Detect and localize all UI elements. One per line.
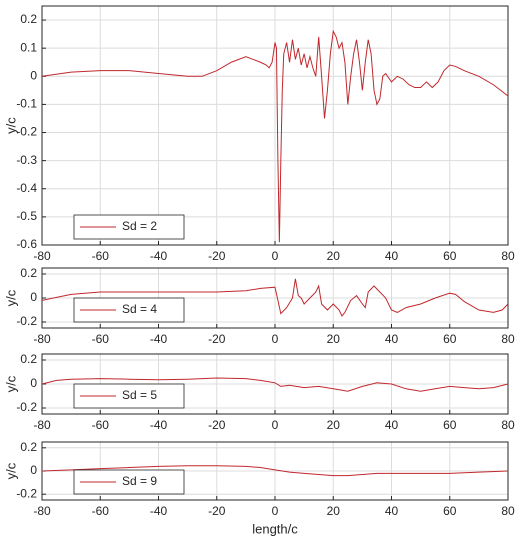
x-tick-label: -80 bbox=[33, 418, 51, 432]
x-tick-label: -60 bbox=[92, 418, 110, 432]
y-tick-label: -0.2 bbox=[16, 486, 37, 500]
y-tick-label: -0.3 bbox=[16, 153, 37, 167]
axes-frame bbox=[41, 5, 509, 246]
x-tick-label: -60 bbox=[92, 332, 110, 346]
y-tick-label: -0.2 bbox=[16, 125, 37, 139]
x-tick-label: -20 bbox=[208, 418, 226, 432]
y-tick-label: 0.2 bbox=[20, 266, 37, 280]
legend-label: Sd = 2 bbox=[122, 219, 157, 233]
y-tick-label: 0 bbox=[30, 463, 37, 477]
legend-label: Sd = 5 bbox=[122, 388, 157, 402]
data-line bbox=[41, 377, 509, 392]
x-tick-label: 80 bbox=[501, 504, 515, 518]
y-tick-label: 0.1 bbox=[20, 40, 37, 54]
x-tick-label: 0 bbox=[272, 332, 279, 346]
x-tick-label: -80 bbox=[33, 504, 51, 518]
x-tick-label: 60 bbox=[443, 332, 457, 346]
x-tick-label: 80 bbox=[501, 418, 515, 432]
y-axis-label: y/c bbox=[3, 375, 18, 392]
data-line bbox=[41, 29, 509, 243]
data-line bbox=[41, 465, 509, 477]
data-line bbox=[41, 278, 509, 317]
legend-label: Sd = 9 bbox=[122, 474, 157, 488]
x-tick-label: -20 bbox=[208, 332, 226, 346]
x-tick-label: -80 bbox=[33, 332, 51, 346]
x-tick-label: 20 bbox=[327, 418, 341, 432]
x-tick-label: 60 bbox=[443, 249, 457, 263]
x-tick-label: 40 bbox=[385, 504, 399, 518]
x-tick-label: 40 bbox=[385, 418, 399, 432]
x-tick-label: 0 bbox=[272, 249, 279, 263]
x-tick-label: -40 bbox=[150, 249, 168, 263]
y-tick-label: -0.2 bbox=[16, 314, 37, 328]
x-tick-label: 80 bbox=[501, 249, 515, 263]
y-tick-label: 0.2 bbox=[20, 440, 37, 454]
x-tick-label: -60 bbox=[92, 249, 110, 263]
y-tick-label: 0.2 bbox=[20, 352, 37, 366]
y-tick-label: 0 bbox=[30, 376, 37, 390]
x-tick-label: 60 bbox=[443, 418, 457, 432]
legend-label: Sd = 4 bbox=[122, 302, 157, 316]
y-tick-label: -0.2 bbox=[16, 400, 37, 414]
x-axis-label: length/c bbox=[252, 521, 298, 536]
x-tick-label: 0 bbox=[272, 504, 279, 518]
y-axis-label: y/c bbox=[3, 462, 18, 479]
x-tick-label: -40 bbox=[150, 332, 168, 346]
x-tick-label: 60 bbox=[443, 504, 457, 518]
x-tick-label: 40 bbox=[385, 332, 399, 346]
x-tick-label: -20 bbox=[208, 249, 226, 263]
y-tick-label: -0.4 bbox=[16, 181, 37, 195]
y-tick-label: -0.1 bbox=[16, 97, 37, 111]
x-tick-label: 40 bbox=[385, 249, 399, 263]
x-tick-label: 80 bbox=[501, 332, 515, 346]
x-tick-label: 20 bbox=[327, 249, 341, 263]
y-tick-label: -0.5 bbox=[16, 209, 37, 223]
x-tick-label: -40 bbox=[150, 418, 168, 432]
y-tick-label: -0.6 bbox=[16, 237, 37, 251]
y-tick-label: 0 bbox=[30, 290, 37, 304]
y-axis-label: y/c bbox=[3, 289, 18, 306]
x-tick-label: -20 bbox=[208, 504, 226, 518]
x-tick-label: -40 bbox=[150, 504, 168, 518]
y-axis-label: y/c bbox=[3, 117, 18, 134]
x-tick-label: 0 bbox=[272, 418, 279, 432]
x-tick-label: 20 bbox=[327, 504, 341, 518]
y-tick-label: 0 bbox=[30, 68, 37, 82]
axes-frame bbox=[41, 267, 509, 329]
x-tick-label: -80 bbox=[33, 249, 51, 263]
x-tick-label: -60 bbox=[92, 504, 110, 518]
x-tick-label: 20 bbox=[327, 332, 341, 346]
y-tick-label: 0.2 bbox=[20, 12, 37, 26]
